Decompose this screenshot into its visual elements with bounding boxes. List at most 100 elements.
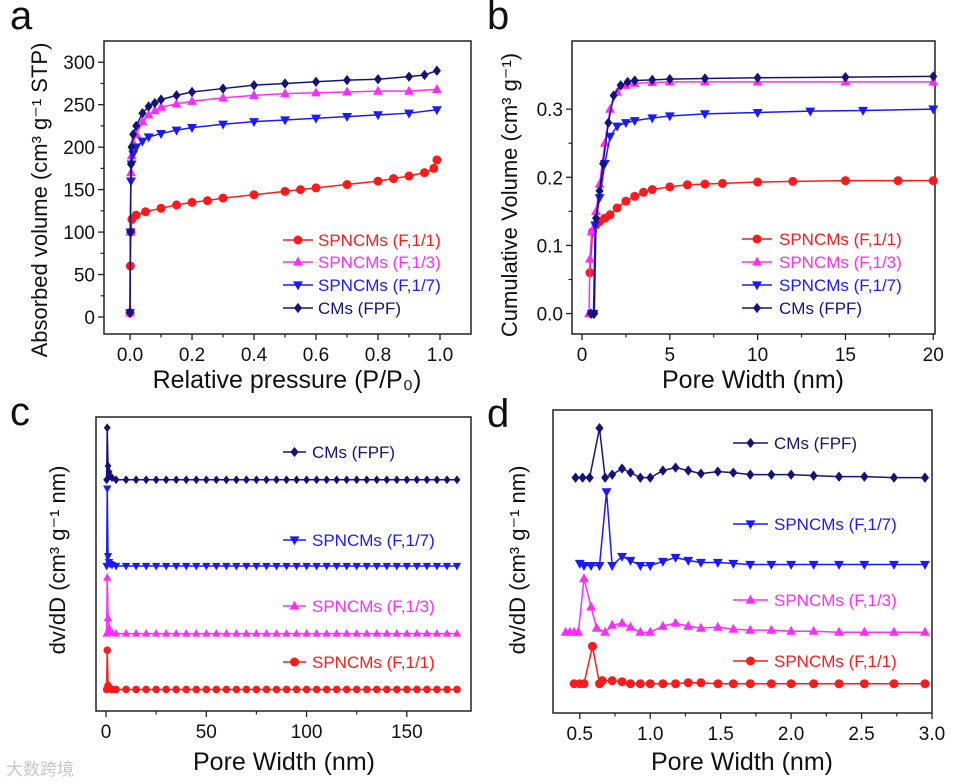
legend-marker-spncms-f-1-3 — [293, 256, 303, 266]
data-point-cms-fpf — [182, 475, 190, 485]
data-point-spncms-f-1-1 — [635, 679, 645, 689]
data-point-cms-fpf — [363, 475, 371, 485]
data-point-cms-fpf — [150, 97, 159, 109]
data-point-spncms-f-1-1 — [172, 200, 182, 210]
x-tick-label: 0.8 — [365, 345, 391, 366]
data-point-spncms-f-1-1 — [413, 685, 421, 694]
data-point-cms-fpf — [152, 475, 160, 485]
data-point-cms-fpf — [103, 423, 111, 433]
x-tick-label: 50 — [196, 722, 217, 743]
panel-c-y-axis-title: dv/dD (cm³ g⁻¹ nm) — [45, 465, 70, 655]
data-point-cms-fpf — [132, 120, 141, 132]
data-point-spncms-f-1-3 — [591, 622, 602, 632]
data-point-spncms-f-1-7 — [579, 561, 589, 571]
legend-marker-spncms-f-1-3 — [289, 600, 300, 610]
data-point-spncms-f-1-7 — [432, 562, 442, 571]
panel-b-x-axis-title: Pore Width (nm) — [662, 366, 844, 394]
data-point-spncms-f-1-1 — [142, 685, 150, 694]
legend-marker-spncms-f-1-1 — [293, 235, 303, 245]
data-point-spncms-f-1-1 — [393, 685, 401, 694]
data-point-spncms-f-1-7 — [249, 118, 259, 128]
data-point-spncms-f-1-1 — [242, 685, 251, 694]
data-point-spncms-f-1-7 — [670, 553, 681, 563]
data-point-spncms-f-1-1 — [203, 196, 213, 206]
data-point-spncms-f-1-7 — [422, 562, 432, 571]
data-point-spncms-f-1-3 — [683, 620, 694, 630]
x-tick-label: 1.0 — [637, 724, 663, 745]
y-tick-label: 50 — [74, 266, 95, 287]
data-point-cms-fpf — [413, 475, 421, 485]
data-point-spncms-f-1-7 — [141, 562, 151, 571]
data-point-spncms-f-1-7 — [151, 562, 161, 571]
data-point-spncms-f-1-1 — [638, 187, 648, 197]
data-point-cms-fpf — [404, 71, 414, 82]
y-tick-label: 0.3 — [537, 100, 563, 121]
data-point-cms-fpf — [144, 101, 153, 112]
data-point-cms-fpf — [658, 465, 667, 476]
data-point-spncms-f-1-3 — [859, 626, 870, 636]
data-point-cms-fpf — [648, 74, 657, 86]
legend-label-cms-fpf: CMs (FPF) — [318, 299, 401, 318]
legend-marker-spncms-f-1-7 — [289, 536, 300, 546]
data-point-spncms-f-1-7 — [121, 562, 131, 571]
data-point-spncms-f-1-7 — [292, 562, 301, 571]
y-tick-label: 150 — [63, 181, 95, 202]
data-point-spncms-f-1-1 — [713, 679, 723, 689]
data-point-spncms-f-1-3 — [137, 116, 148, 126]
panel-d-y-axis-title: dv/dD (cm³ g⁻¹ nm) — [505, 465, 530, 655]
data-point-spncms-f-1-1 — [859, 679, 869, 689]
data-point-spncms-f-1-7 — [392, 562, 401, 571]
data-point-cms-fpf — [599, 158, 608, 169]
panel-a-y-axis-title: Absorbed volume (cm³ g⁻¹ STP) — [27, 42, 52, 358]
x-tick-label: 0.4 — [241, 345, 268, 366]
data-point-spncms-f-1-3 — [670, 617, 681, 627]
data-point-cms-fpf — [373, 74, 383, 85]
data-point-spncms-f-1-1 — [745, 679, 755, 689]
data-point-cms-fpf — [293, 475, 300, 485]
legend-label-spncms-f-1-7: SPNCMs (F,1/7) — [312, 531, 435, 550]
panel-a-x-axis-title: Relative pressure (P/P₀) — [152, 366, 422, 394]
data-point-spncms-f-1-3 — [143, 109, 154, 119]
data-point-spncms-f-1-1 — [141, 207, 151, 217]
data-point-spncms-f-1-7 — [171, 126, 182, 136]
data-point-spncms-f-1-7 — [382, 562, 391, 571]
data-point-spncms-f-1-1 — [311, 183, 321, 193]
data-point-spncms-f-1-7 — [302, 562, 311, 571]
data-point-cms-fpf — [104, 461, 112, 471]
y-tick-label: 0.2 — [537, 168, 563, 189]
data-point-cms-fpf — [585, 472, 594, 483]
data-point-spncms-f-1-7 — [625, 556, 636, 566]
data-point-spncms-f-1-3 — [202, 629, 211, 637]
data-point-spncms-f-1-1 — [162, 685, 170, 694]
data-point-cms-fpf — [303, 475, 310, 485]
data-point-spncms-f-1-1 — [682, 180, 692, 190]
panel-label-c: c — [10, 390, 30, 434]
panel-d-x-axis-title: Pore Width (nm) — [651, 748, 833, 776]
data-point-spncms-f-1-3 — [322, 629, 331, 637]
data-point-spncms-f-1-7 — [172, 562, 181, 571]
data-point-cms-fpf — [125, 307, 135, 318]
data-point-cms-fpf — [671, 462, 680, 473]
panel-c-x-axis-title: Pore Width (nm) — [193, 748, 375, 776]
data-point-spncms-f-1-1 — [212, 685, 221, 694]
data-point-cms-fpf — [746, 469, 755, 480]
data-point-spncms-f-1-3 — [889, 626, 899, 636]
data-point-spncms-f-1-1 — [718, 178, 728, 188]
data-point-cms-fpf — [383, 475, 391, 485]
data-point-spncms-f-1-1 — [920, 679, 930, 689]
data-point-cms-fpf — [700, 73, 709, 84]
data-point-spncms-f-1-1 — [605, 210, 615, 220]
data-point-spncms-f-1-3 — [218, 92, 228, 102]
data-point-spncms-f-1-3 — [402, 629, 412, 637]
legend-marker-cms-fpf — [752, 302, 762, 314]
data-point-spncms-f-1-1 — [647, 185, 657, 195]
data-point-spncms-f-1-1 — [192, 685, 201, 694]
y-tick-label: 0.1 — [537, 236, 563, 257]
data-point-spncms-f-1-7 — [607, 561, 618, 571]
data-point-spncms-f-1-3 — [442, 629, 452, 637]
data-point-spncms-f-1-7 — [362, 562, 371, 571]
data-point-cms-fpf — [636, 472, 645, 483]
panel-a-frame — [103, 40, 472, 335]
data-point-spncms-f-1-1 — [382, 685, 391, 694]
legend-marker-spncms-f-1-7 — [745, 520, 756, 530]
